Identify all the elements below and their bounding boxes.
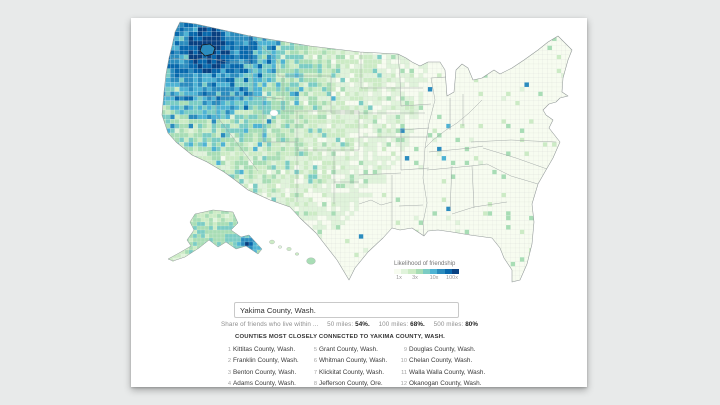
conus-county-cells — [162, 22, 572, 282]
county-name: Chelan County, Wash. — [409, 357, 473, 365]
us-county-choropleth-map[interactable] — [161, 18, 586, 288]
county-rank: 12 — [400, 380, 407, 387]
county-list-item: 7 Klickitat County, Wash. — [305, 367, 387, 378]
legend-color-scale — [394, 269, 459, 274]
county-rank: 2 — [227, 358, 231, 365]
share-of-friends-line: Share of friends who live within ... 50 … — [221, 321, 478, 328]
county-rank: 3 — [227, 369, 231, 376]
state-borders — [163, 34, 557, 237]
legend-tick: 1x — [396, 274, 402, 281]
counties-column-1: 1 Kittitas County, Wash. 2 Franklin County,… — [219, 344, 299, 387]
hawaii-island — [295, 252, 299, 256]
county-name: Franklin County, Wash. — [233, 357, 299, 365]
alaska-outline — [167, 209, 263, 262]
county-rank: 5 — [313, 347, 317, 353]
county-name: Okanogan County, Wash. — [409, 379, 482, 387]
hawaii-island — [278, 245, 282, 249]
legend-tick-labels: 1x 3x 10x 100x — [394, 275, 466, 282]
county-name: Walla Walla County, Wash. — [409, 368, 486, 376]
county-name: Kittitas County, Wash. — [233, 346, 296, 353]
county-name: Klickitat County, Wash. — [319, 368, 384, 376]
legend-tick: 3x — [412, 274, 418, 281]
county-search-input[interactable] — [234, 302, 459, 318]
share-label-500: 500 miles: — [433, 321, 464, 328]
county-name: Benton County, Wash. — [233, 368, 297, 376]
counties-heading: COUNTIES MOST CLOSELY CONNECTED TO YAKIM… — [235, 334, 445, 340]
county-rank: 6 — [313, 358, 317, 365]
yakima-county-highlight[interactable] — [199, 43, 216, 57]
county-list-item: 9 Douglas County, Wash. — [395, 344, 485, 355]
legend-tick: 100x — [446, 274, 458, 281]
county-list-item: 2 Franklin County, Wash. — [219, 355, 299, 366]
county-list-item: 4 Adams County, Wash. — [219, 378, 299, 387]
county-rank: 8 — [313, 380, 317, 387]
great-salt-lake — [269, 109, 279, 117]
county-name: Whitman County, Wash. — [319, 357, 388, 365]
county-list-item: 3 Benton County, Wash. — [219, 367, 299, 378]
county-list-item: 6 Whitman County, Wash. — [305, 355, 387, 366]
county-rank: 11 — [401, 369, 407, 376]
hawaii-island — [306, 257, 316, 265]
county-list-item: 12 Okanogan County, Wash. — [395, 378, 485, 387]
share-value-100: 68%. — [410, 321, 425, 328]
hawaii-inset — [172, 239, 316, 265]
share-label-50: 50 miles: — [327, 321, 354, 328]
county-list-item: 5 Grant County, Wash. — [305, 344, 387, 355]
share-label-100: 100 miles: — [378, 321, 409, 328]
map-card: Likelihood of friendship 1x 3x 10x 100x Sha… — [131, 18, 587, 387]
legend-tick: 10x — [429, 274, 439, 281]
county-rank: 7 — [313, 369, 317, 376]
county-name: Douglas County, Wash. — [409, 346, 476, 353]
county-list-item: 1 Kittitas County, Wash. — [219, 344, 299, 355]
hawaii-island — [269, 239, 275, 245]
alaska-inset-cells — [168, 210, 262, 261]
county-list-item: 11 Walla Walla County, Wash. — [395, 367, 485, 378]
share-value-50: 54%. — [355, 321, 370, 328]
counties-column-3: 9 Douglas County, Wash. 10 Chelan County, W… — [395, 344, 486, 387]
conus-outline — [161, 21, 573, 283]
county-rank: 9 — [403, 347, 407, 353]
map-legend: Likelihood of friendship 1x 3x 10x 100x — [394, 261, 466, 282]
county-rank: 1 — [227, 347, 231, 353]
county-rank: 4 — [227, 380, 231, 387]
county-list-item: 8 Jefferson County, Ore. — [305, 378, 387, 387]
share-prefix: Share of friends who live within ... — [221, 321, 319, 328]
county-name: Jefferson County, Ore. — [319, 379, 383, 387]
county-list-item: 10 Chelan County, Wash. — [395, 355, 485, 366]
hawaii-island — [286, 247, 292, 251]
legend-title: Likelihood of friendship — [394, 261, 456, 267]
county-name: Grant County, Wash. — [319, 346, 378, 353]
county-name: Adams County, Wash. — [233, 379, 296, 387]
share-value-500: 80% — [465, 321, 479, 328]
county-rank: 10 — [400, 358, 407, 365]
counties-column-2: 5 Grant County, Wash. 6 Whitman County, Was… — [305, 344, 387, 387]
